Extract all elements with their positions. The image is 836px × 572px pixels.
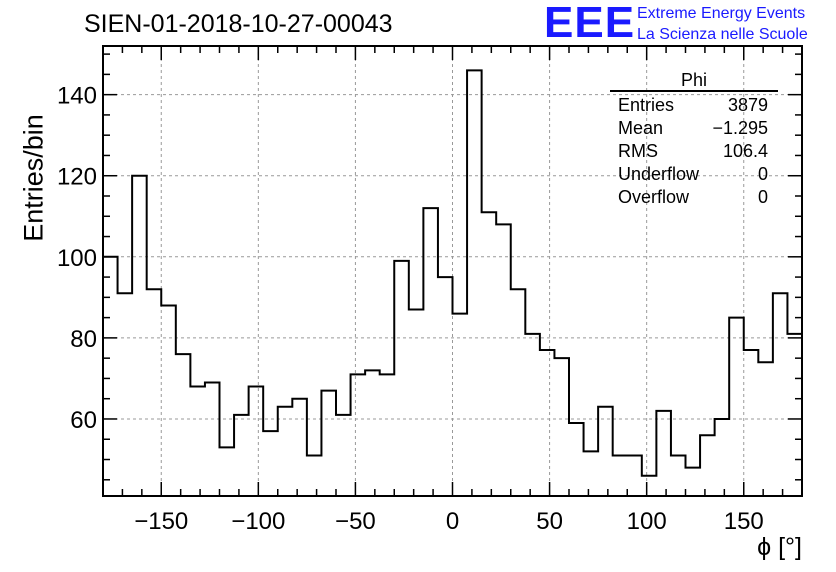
stats-label: Entries bbox=[618, 95, 675, 115]
y-tick-label: 140 bbox=[57, 83, 97, 110]
y-tick-label: 100 bbox=[57, 245, 97, 272]
histogram-series-phi bbox=[103, 69, 803, 477]
eee-logo: EEE bbox=[544, 0, 636, 47]
stats-value: 3879 bbox=[727, 95, 768, 115]
stats-row-overflow: Overflow 0 bbox=[610, 186, 778, 209]
stats-box: Phi Entries 3879 Mean −1.295 RMS 106.4 U… bbox=[610, 70, 778, 209]
stats-value: 0 bbox=[757, 187, 768, 207]
x-tick-label: 0 bbox=[446, 508, 459, 535]
stats-label: RMS bbox=[618, 141, 658, 161]
x-tick-label: 100 bbox=[627, 508, 667, 535]
stats-row-underflow: Underflow 0 bbox=[610, 163, 778, 186]
x-tick-label: −100 bbox=[231, 508, 285, 535]
eee-caption-line1: Extreme Energy Events bbox=[637, 5, 806, 22]
eee-caption-line2: La Scienza nelle Scuole bbox=[637, 26, 808, 43]
stats-value: −1.295 bbox=[712, 118, 768, 138]
stats-row-rms: RMS 106.4 bbox=[610, 140, 778, 163]
stats-label: Overflow bbox=[618, 187, 690, 207]
grid-lines bbox=[103, 46, 802, 496]
y-tick-label: 120 bbox=[57, 164, 97, 191]
axis-tick-labels: −150 −100 −50 0 50 100 150 60 80 100 120 140 bbox=[57, 83, 764, 535]
axis-ticks bbox=[103, 46, 802, 496]
y-axis-label: Entries/bin bbox=[18, 114, 49, 242]
x-tick-label: 150 bbox=[724, 508, 764, 535]
x-tick-label: 50 bbox=[536, 508, 563, 535]
stats-row-entries: Entries 3879 bbox=[610, 94, 778, 117]
stats-value: 0 bbox=[757, 164, 768, 184]
x-tick-label: −150 bbox=[134, 508, 188, 535]
stats-label: Underflow bbox=[618, 164, 700, 184]
y-tick-label: 80 bbox=[70, 326, 97, 353]
x-tick-label: −50 bbox=[335, 508, 376, 535]
stats-divider bbox=[610, 90, 778, 92]
x-axis-label: ϕ [°] bbox=[757, 533, 802, 561]
y-tick-label: 60 bbox=[70, 407, 97, 434]
stats-value: 106.4 bbox=[722, 141, 768, 161]
eee-logo-caption: Extreme Energy Events La Scienza nelle S… bbox=[637, 3, 808, 45]
stats-title: Phi bbox=[680, 70, 707, 90]
stats-row-mean: Mean −1.295 bbox=[610, 117, 778, 140]
stats-label: Mean bbox=[618, 118, 664, 138]
run-title: SIEN-01-2018-10-27-00043 bbox=[84, 10, 393, 38]
